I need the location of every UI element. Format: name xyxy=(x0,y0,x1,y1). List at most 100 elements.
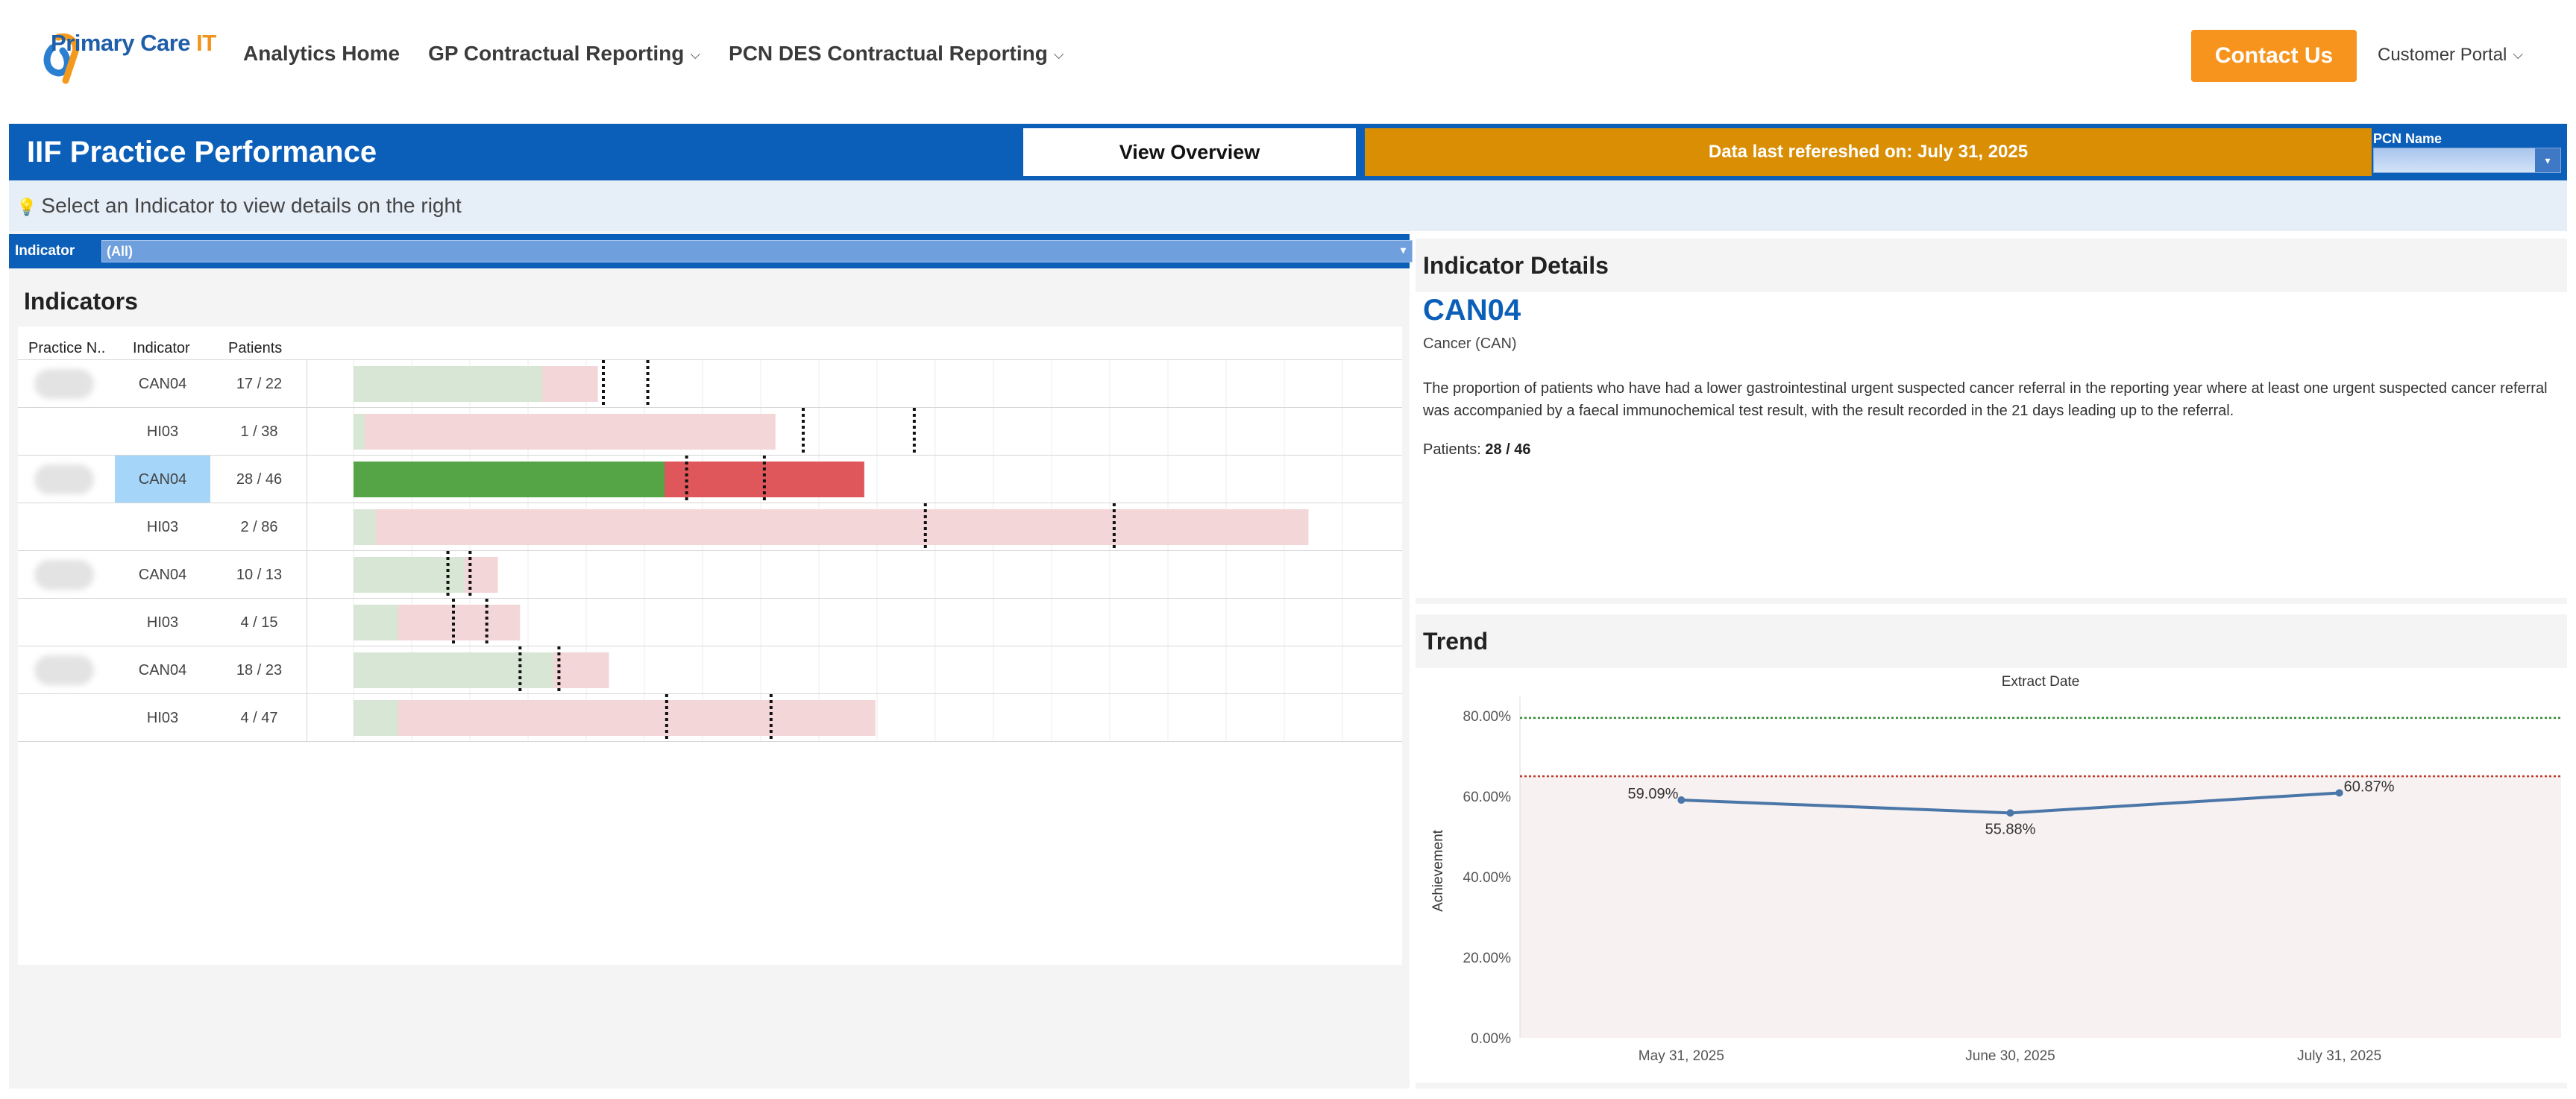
table-row[interactable]: HI03 4 / 47 xyxy=(18,693,1402,742)
progress-bullet-chart[interactable] xyxy=(307,694,1402,742)
patients-cell[interactable]: 28 / 46 xyxy=(212,456,307,503)
data-label: 60.87% xyxy=(2344,778,2395,795)
nav-pcn-des-label: PCN DES Contractual Reporting xyxy=(729,42,1048,65)
practice-name-cell[interactable] xyxy=(18,646,113,694)
view-overview-button[interactable]: View Overview xyxy=(1023,128,1356,176)
bar-achieved xyxy=(354,652,553,688)
indicator-cell[interactable]: CAN04 xyxy=(138,661,187,678)
y-tick-label: 0.00% xyxy=(1471,1031,1511,1047)
nav-gp-contractual-reporting-label: GP Contractual Reporting xyxy=(428,42,685,65)
instruction-text: 💡 Select an Indicator to view details on … xyxy=(16,194,462,218)
progress-bullet-chart[interactable] xyxy=(307,503,1402,551)
nav-analytics-home[interactable]: Analytics Home xyxy=(243,42,400,66)
table-row[interactable]: CAN04 10 / 13 xyxy=(18,550,1402,599)
practice-name-cell[interactable] xyxy=(18,599,113,646)
indicator-cell[interactable]: CAN04 xyxy=(138,375,187,392)
patients-cell[interactable]: 2 / 86 xyxy=(212,503,307,551)
data-refresh-banner: Data last refereshed on: July 31, 2025 xyxy=(1365,128,2372,176)
practice-name-cell[interactable] xyxy=(18,694,113,742)
indicator-group: Cancer (CAN) xyxy=(1423,336,1517,352)
y-tick-label: 80.00% xyxy=(1463,709,1512,725)
data-point xyxy=(1677,796,1686,804)
data-label: 59.09% xyxy=(1628,786,1679,802)
table-row[interactable]: CAN04 17 / 22 xyxy=(18,359,1402,408)
practice-name-cell[interactable] xyxy=(18,503,113,551)
table-row[interactable]: CAN04 18 / 23 xyxy=(18,646,1402,694)
indicator-cell[interactable]: HI03 xyxy=(146,709,179,726)
logo-wordmark: Primary Care IT xyxy=(51,30,216,57)
bar-achieved xyxy=(354,462,665,497)
patients-cell[interactable]: 4 / 47 xyxy=(212,694,307,742)
progress-bullet-chart[interactable] xyxy=(307,456,1402,503)
progress-bullet-chart[interactable] xyxy=(307,599,1402,646)
patients-cell[interactable]: 18 / 23 xyxy=(212,646,307,694)
table-row[interactable]: HI03 1 / 38 xyxy=(18,407,1402,456)
progress-bullet-chart[interactable] xyxy=(307,360,1402,408)
chevron-down-icon: ⌵ xyxy=(1053,47,1064,62)
column-header-patients[interactable]: Patients xyxy=(228,340,283,356)
bar-achieved xyxy=(354,605,398,640)
indicator-filter-value: (All) xyxy=(107,244,133,259)
table-row[interactable]: CAN04 28 / 46 xyxy=(18,455,1402,503)
indicator-cell[interactable]: HI03 xyxy=(146,614,179,631)
indicator-cell[interactable]: CAN04 xyxy=(138,566,187,583)
progress-bullet-chart[interactable] xyxy=(307,646,1402,694)
indicator-cell[interactable]: CAN04 xyxy=(115,456,210,503)
logo-word-it: IT xyxy=(196,30,216,56)
patients-value: 28 / 46 xyxy=(1485,441,1531,458)
table-bottom-border xyxy=(18,741,1402,742)
redacted-practice-name xyxy=(34,369,94,399)
indicators-panel: Indicator (All) ▾ Indicators Practice N.… xyxy=(9,231,1413,1089)
indicators-title: Indicators xyxy=(24,288,138,315)
trend-title: Trend xyxy=(1423,628,1489,655)
column-header-practice[interactable]: Practice N.. xyxy=(28,340,106,356)
primary-care-it-logo[interactable] xyxy=(36,27,222,94)
progress-bullet-chart[interactable] xyxy=(307,551,1402,599)
indicator-cell[interactable]: HI03 xyxy=(146,423,179,440)
table-row[interactable]: HI03 2 / 86 xyxy=(18,503,1402,551)
indicator-patients: Patients: 28 / 46 xyxy=(1423,441,1531,459)
nav-pcn-des-contractual-reporting[interactable]: PCN DES Contractual Reporting ⌵ xyxy=(729,42,1064,66)
dropdown-arrow-icon: ▾ xyxy=(1400,244,1406,256)
patients-cell[interactable]: 4 / 15 xyxy=(212,599,307,646)
customer-portal-label: Customer Portal xyxy=(2378,45,2507,65)
customer-portal-menu[interactable]: Customer Portal ⌵ xyxy=(2378,45,2523,66)
patients-cell[interactable]: 1 / 38 xyxy=(212,408,307,456)
data-refresh-text: Data last refereshed on: July 31, 2025 xyxy=(1708,142,2029,162)
x-axis-title: Extract Date xyxy=(2002,674,2080,690)
table-row[interactable]: HI03 4 / 15 xyxy=(18,598,1402,646)
column-header-indicator[interactable]: Indicator xyxy=(133,340,190,356)
contact-us-button[interactable]: Contact Us xyxy=(2191,30,2357,82)
chevron-down-icon: ⌵ xyxy=(2513,47,2524,62)
dropdown-arrow-icon: ▾ xyxy=(2535,148,2560,172)
data-label: 55.88% xyxy=(1985,821,2036,837)
bar-achieved xyxy=(354,557,465,593)
x-tick-label: July 31, 2025 xyxy=(2297,1048,2381,1064)
data-point xyxy=(2006,809,2014,817)
pcn-name-select[interactable]: ▾ xyxy=(2373,148,2561,173)
practice-name-cell[interactable] xyxy=(18,551,113,599)
indicator-description: The proportion of patients who have had … xyxy=(1423,380,2548,419)
practice-name-cell[interactable] xyxy=(18,408,113,456)
y-tick-label: 40.00% xyxy=(1463,870,1512,886)
below-target-band xyxy=(1520,776,2561,1038)
indicator-filter-select[interactable]: (All) ▾ xyxy=(101,240,1413,262)
nav-gp-contractual-reporting[interactable]: GP Contractual Reporting ⌵ xyxy=(428,42,700,66)
x-tick-label: May 31, 2025 xyxy=(1639,1048,1724,1064)
practice-name-cell[interactable] xyxy=(18,360,113,408)
lightbulb-icon: 💡 xyxy=(16,198,37,216)
practice-name-cell[interactable] xyxy=(18,456,113,503)
instruction-text-label: Select an Indicator to view details on t… xyxy=(41,194,462,217)
main-navigation: Analytics Home GP Contractual Reporting ⌵… xyxy=(243,42,1064,66)
bar-achieved xyxy=(354,366,543,402)
progress-bullet-chart[interactable] xyxy=(307,408,1402,456)
patients-cell[interactable]: 10 / 13 xyxy=(212,551,307,599)
indicator-cell[interactable]: HI03 xyxy=(146,518,179,535)
patients-cell[interactable]: 17 / 22 xyxy=(212,360,307,408)
bar-achieved xyxy=(354,414,365,450)
trend-panel: Trend Extract Date Achievement 0.00% 20.00%… xyxy=(1416,614,2567,1089)
bar-remaining xyxy=(354,509,1309,545)
y-axis-title: Achievement xyxy=(1430,829,1446,912)
bar-remaining xyxy=(354,700,876,736)
indicator-details-title: Indicator Details xyxy=(1423,252,1609,279)
